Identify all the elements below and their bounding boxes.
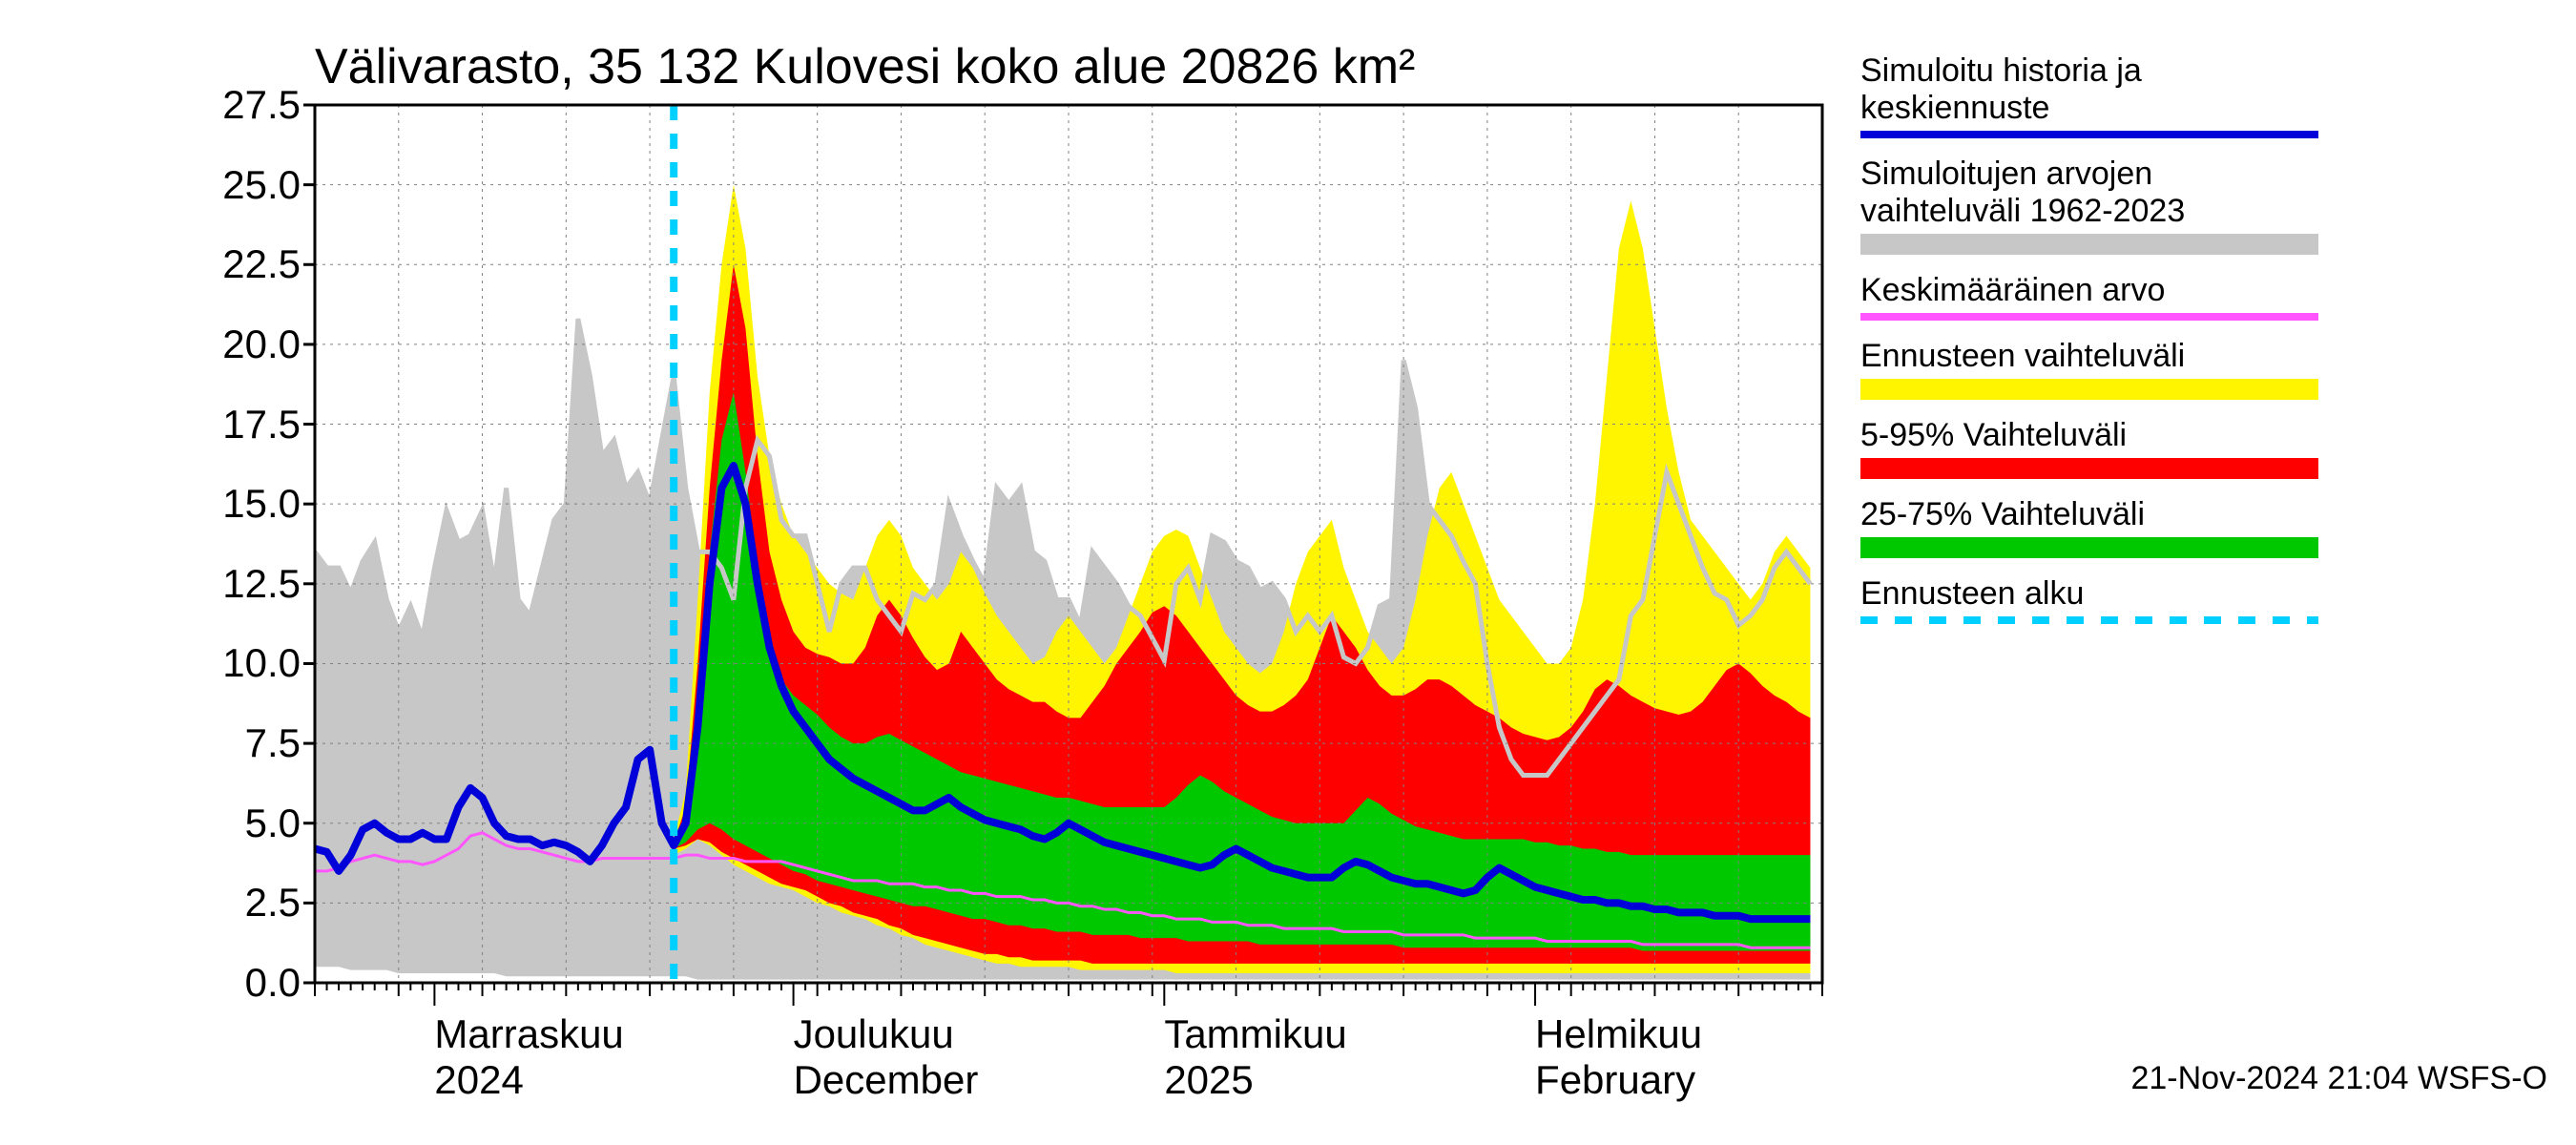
legend-item: 25-75% Vaihteluväli <box>1860 496 2357 558</box>
legend-item: Ennusteen alku <box>1860 575 2357 624</box>
y-tick-label: 25.0 <box>186 162 301 208</box>
y-tick-label: 10.0 <box>186 640 301 686</box>
x-month-sublabel: 2024 <box>434 1057 523 1103</box>
y-tick-label: 15.0 <box>186 481 301 527</box>
y-tick-label: 22.5 <box>186 241 301 287</box>
y-tick-label: 12.5 <box>186 561 301 607</box>
chart-title: Välivarasto, 35 132 Kulovesi koko alue 2… <box>315 38 1415 95</box>
x-month-label: Joulukuu <box>794 1011 954 1057</box>
legend-item: Simuloitujen arvojenvaihteluväli 1962-20… <box>1860 156 2357 255</box>
x-month-label: Helmikuu <box>1535 1011 1702 1057</box>
legend-text: Simuloitu historia ja <box>1860 52 2357 90</box>
y-tick-label: 17.5 <box>186 402 301 448</box>
x-month-sublabel: December <box>794 1057 979 1103</box>
legend-swatch <box>1860 313 2318 321</box>
legend-item: Keskimääräinen arvo <box>1860 272 2357 321</box>
y-tick-label: 2.5 <box>186 880 301 926</box>
legend-swatch <box>1860 131 2318 138</box>
legend-text: 5-95% Vaihteluväli <box>1860 417 2357 454</box>
legend-item: Ennusteen vaihteluväli <box>1860 338 2357 400</box>
legend-item: 5-95% Vaihteluväli <box>1860 417 2357 479</box>
legend: Simuloitu historia jakeskiennusteSimuloi… <box>1860 52 2357 641</box>
legend-text: 25-75% Vaihteluväli <box>1860 496 2357 533</box>
x-month-sublabel: February <box>1535 1057 1695 1103</box>
legend-item: Simuloitu historia jakeskiennuste <box>1860 52 2357 138</box>
x-month-sublabel: 2025 <box>1164 1057 1253 1103</box>
legend-text: vaihteluväli 1962-2023 <box>1860 193 2357 230</box>
y-tick-label: 5.0 <box>186 801 301 846</box>
legend-text: Ennusteen alku <box>1860 575 2357 613</box>
legend-swatch <box>1860 379 2318 400</box>
y-tick-label: 0.0 <box>186 960 301 1006</box>
chart-plot-area <box>315 105 1822 983</box>
legend-text: keskiennuste <box>1860 90 2357 127</box>
y-tick-label: 7.5 <box>186 720 301 766</box>
legend-swatch <box>1860 616 2318 624</box>
legend-text: Keskimääräinen arvo <box>1860 272 2357 309</box>
timestamp-label: 21-Nov-2024 21:04 WSFS-O <box>2130 1060 2547 1097</box>
y-tick-label: 20.0 <box>186 322 301 367</box>
y-tick-label: 27.5 <box>186 82 301 128</box>
legend-swatch <box>1860 458 2318 479</box>
x-month-label: Tammikuu <box>1164 1011 1346 1057</box>
x-month-label: Marraskuu <box>434 1011 623 1057</box>
legend-swatch <box>1860 234 2318 255</box>
legend-swatch <box>1860 537 2318 558</box>
legend-text: Ennusteen vaihteluväli <box>1860 338 2357 375</box>
legend-text: Simuloitujen arvojen <box>1860 156 2357 193</box>
